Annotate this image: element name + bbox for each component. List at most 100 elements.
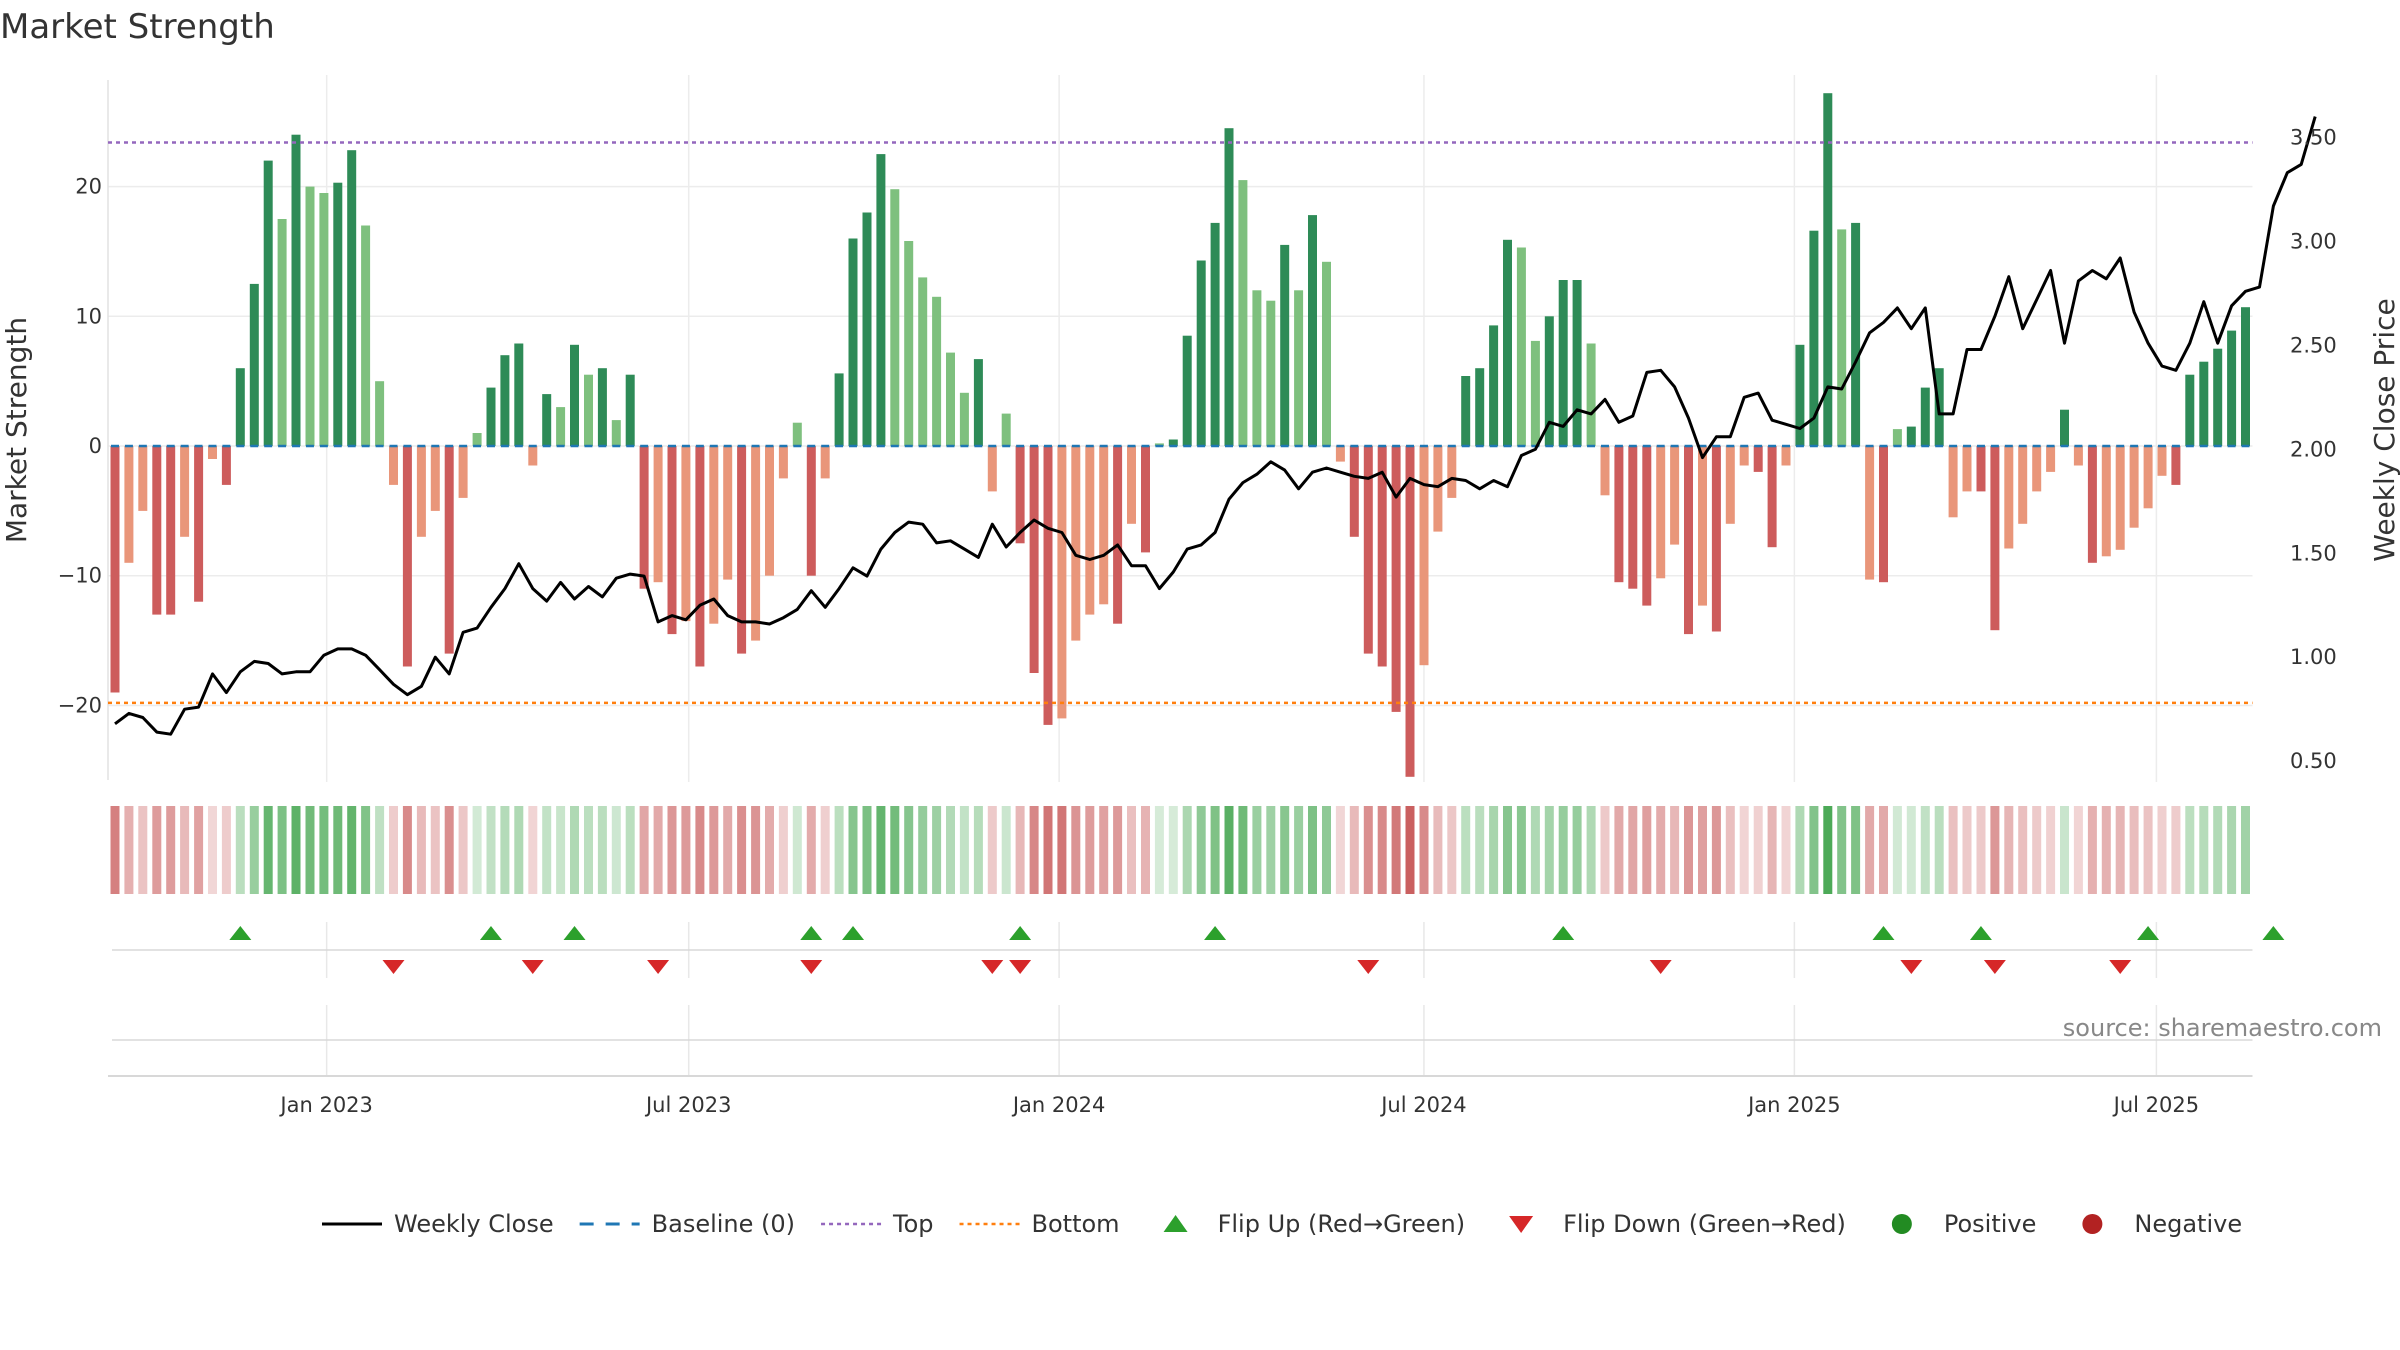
- strength-bar-112: [1670, 446, 1680, 545]
- heat-cell-19: [375, 806, 385, 894]
- strength-bar-24: [444, 446, 454, 654]
- heat-cell-29: [514, 806, 524, 894]
- strength-bar-68: [1057, 446, 1067, 719]
- left-tick-label-0: 20: [75, 175, 102, 199]
- strength-bar-100: [1503, 239, 1512, 447]
- strength-bar-126: [1865, 446, 1875, 580]
- heat-cell-131: [1934, 806, 1944, 894]
- strength-bar-94: [1419, 446, 1429, 666]
- heat-cell-46: [751, 806, 761, 894]
- strength-bar-25: [458, 446, 468, 498]
- heat-cell-118: [1753, 806, 1763, 894]
- strength-bar-87: [1322, 261, 1331, 446]
- heat-cell-93: [1405, 806, 1415, 894]
- strength-bar-2: [138, 446, 148, 511]
- heat-cell-15: [319, 806, 329, 894]
- strength-bar-127: [1879, 446, 1888, 583]
- strength-bar-14: [305, 186, 315, 446]
- legend-circle-icon: [1891, 1214, 1912, 1234]
- heat-cell-151: [2213, 806, 2223, 894]
- right-axis-title: Weekly Close Price: [2368, 298, 2400, 561]
- strength-bar-55: [876, 154, 886, 446]
- heat-cell-111: [1656, 806, 1666, 894]
- strength-bar-89: [1349, 446, 1359, 537]
- heat-cell-43: [709, 806, 719, 894]
- heat-cell-140: [2060, 806, 2069, 894]
- strength-bar-7: [208, 446, 217, 459]
- strength-bar-86: [1308, 215, 1317, 446]
- dots-panel: [112, 1005, 2253, 1075]
- strength-bar-152: [2227, 330, 2237, 447]
- strength-bar-134: [1976, 446, 1986, 492]
- heat-cell-16: [333, 806, 343, 894]
- strength-bar-83: [1266, 300, 1276, 446]
- right-tick-label-5: 1.00: [2290, 645, 2337, 669]
- strength-bar-130: [1920, 387, 1930, 446]
- heat-cell-32: [556, 806, 566, 894]
- strength-bar-47: [765, 446, 774, 576]
- legend-label-7: Negative: [2134, 1210, 2242, 1238]
- strength-bar-107: [1600, 446, 1610, 496]
- strength-bar-19: [375, 381, 385, 447]
- left-tick-label-2: 0: [89, 434, 102, 458]
- strength-bar-51: [820, 446, 830, 479]
- strength-bar-91: [1377, 446, 1387, 667]
- heat-cell-142: [2087, 806, 2097, 894]
- heat-cell-12: [277, 806, 287, 894]
- strength-bar-129: [1906, 426, 1916, 447]
- flip-up-marker-1: [479, 926, 502, 940]
- strength-bar-70: [1085, 446, 1095, 615]
- strength-bar-8: [221, 446, 231, 485]
- legend-label-6: Positive: [1944, 1210, 2037, 1238]
- legend-symbol-6: [1891, 1214, 1912, 1234]
- flip-up-marker-0: [229, 926, 252, 940]
- strength-bar-121: [1795, 344, 1805, 446]
- strength-bar-39: [653, 446, 663, 583]
- heat-cell-24: [444, 806, 454, 894]
- strength-bar-98: [1475, 368, 1485, 446]
- strength-bar-23: [430, 446, 440, 511]
- strength-bar-110: [1642, 446, 1652, 606]
- heat-cell-153: [2241, 806, 2250, 894]
- heat-cell-121: [1795, 806, 1805, 894]
- strength-bar-142: [2087, 446, 2097, 563]
- legend-triangle-up-icon: [1163, 1215, 1188, 1232]
- strength-heat-strip: [110, 806, 2250, 894]
- legend-label-0: Weekly Close: [394, 1210, 554, 1238]
- heat-cell-30: [528, 806, 538, 894]
- legend-label-3: Bottom: [1032, 1210, 1120, 1238]
- heat-cell-76: [1168, 806, 1178, 894]
- strength-bar-38: [639, 446, 649, 589]
- strength-bar-136: [2004, 446, 2014, 549]
- strength-bar-108: [1614, 446, 1624, 583]
- flip-up-marker-3: [800, 926, 823, 940]
- strength-bar-97: [1461, 376, 1471, 447]
- strength-bar-118: [1753, 446, 1763, 472]
- heat-cell-26: [472, 806, 482, 894]
- strength-bar-147: [2157, 446, 2167, 476]
- strength-bar-153: [2241, 307, 2250, 446]
- heat-cell-139: [2046, 806, 2056, 894]
- heat-cell-35: [597, 806, 607, 894]
- strength-bar-21: [402, 446, 412, 667]
- heat-cell-52: [834, 806, 844, 894]
- heat-cell-101: [1516, 806, 1526, 894]
- heat-cell-95: [1433, 806, 1443, 894]
- heat-cell-28: [500, 806, 510, 894]
- x-tick-label-1: Jul 2023: [644, 1093, 731, 1117]
- heat-cell-9: [235, 806, 245, 894]
- strength-bar-3: [152, 446, 162, 615]
- heat-cell-75: [1154, 806, 1164, 894]
- strength-bar-60: [946, 352, 955, 446]
- heat-cell-96: [1447, 806, 1457, 894]
- strength-bar-65: [1015, 446, 1025, 544]
- strength-bar-22: [416, 446, 426, 537]
- strength-bar-45: [737, 446, 747, 654]
- x-axis: Jan 2023 Jul 2023 Jan 2024 Jul 2024 Jan 2025…: [108, 1075, 2253, 1117]
- heat-cell-42: [695, 806, 705, 894]
- x-tick-label-2: Jan 2024: [1011, 1093, 1106, 1117]
- strength-bar-57: [904, 241, 914, 446]
- strength-bar-124: [1837, 229, 1847, 446]
- heat-cell-78: [1196, 806, 1206, 894]
